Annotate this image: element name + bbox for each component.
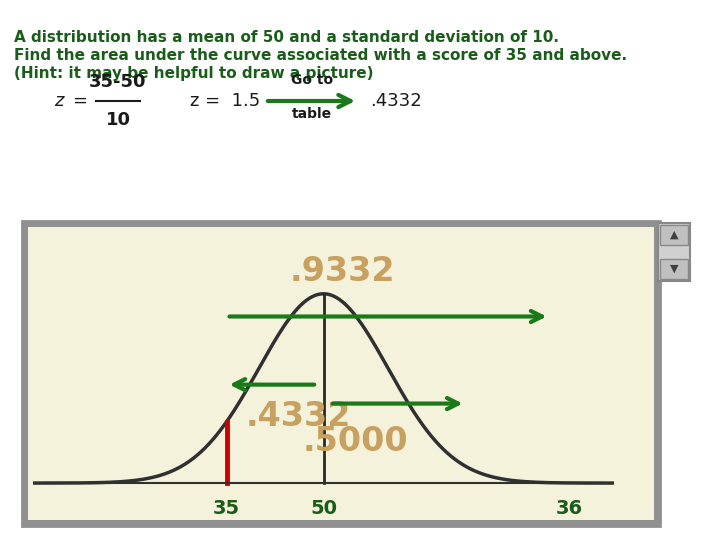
Text: .4332: .4332 [370,92,422,110]
Text: 35: 35 [213,499,240,518]
Text: Find the area under the curve associated with a score of 35 and above.: Find the area under the curve associated… [14,48,627,63]
Text: .9332: .9332 [290,254,395,288]
Bar [658,223,690,281]
Bar [28,227,654,520]
Text: 36: 36 [555,499,582,518]
Text: 10: 10 [106,111,130,129]
Text: A distribution has a mean of 50 and a standard deviation of 10.: A distribution has a mean of 50 and a st… [14,30,559,45]
Bar [22,221,660,526]
Bar [660,225,688,245]
Text: 50: 50 [310,499,337,518]
Text: 35-50: 35-50 [89,73,147,91]
Bar [660,259,688,279]
Text: .5000: .5000 [303,425,408,458]
Text: (Hint: it may be helpful to draw a picture): (Hint: it may be helpful to draw a pictu… [14,66,374,81]
Text: table: table [292,107,332,121]
Text: $z\ =$: $z\ =$ [54,92,88,110]
Text: Go to: Go to [291,73,333,87]
Text: .4332: .4332 [246,400,351,433]
Text: z =  1.5: z = 1.5 [190,92,260,110]
Text: ▲: ▲ [670,230,678,240]
Text: ▼: ▼ [670,264,678,274]
